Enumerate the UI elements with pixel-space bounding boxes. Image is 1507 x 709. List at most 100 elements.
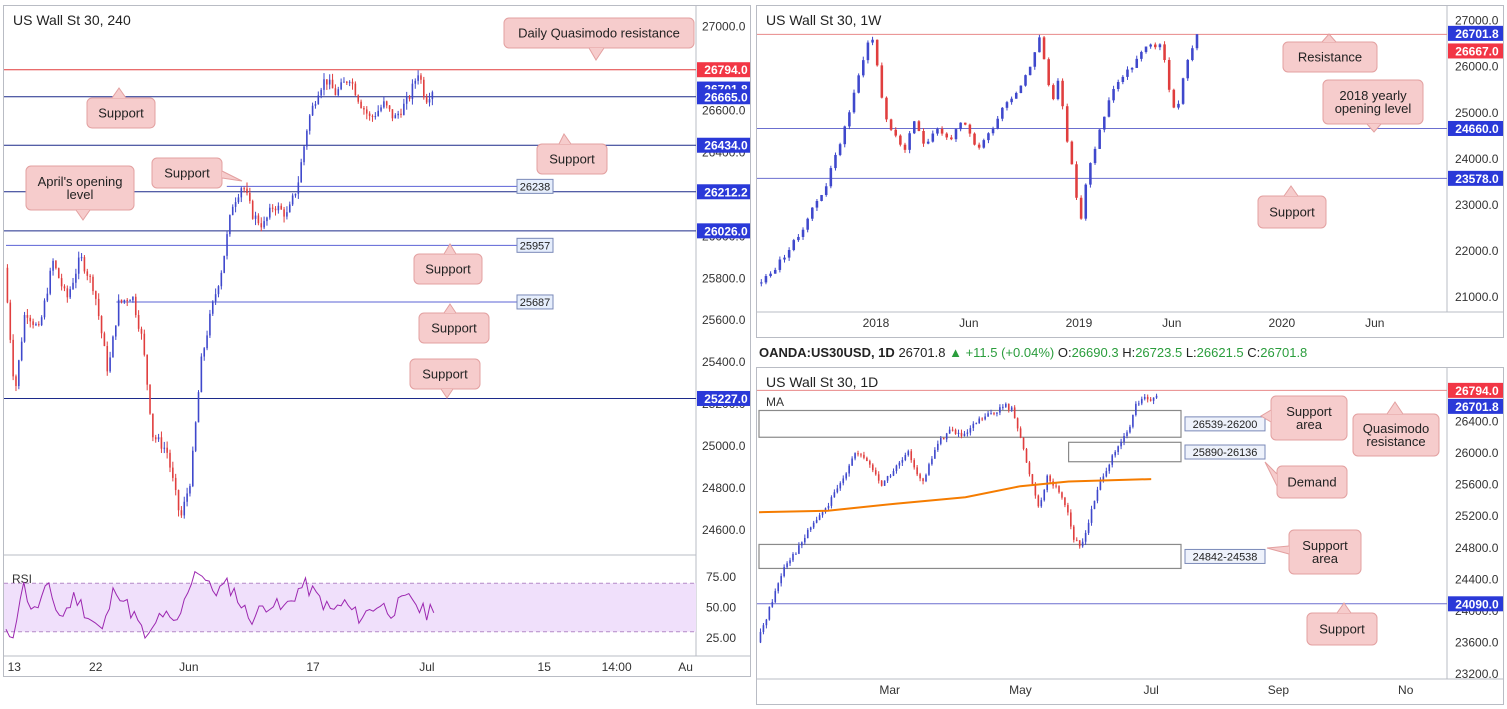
- h4-segment-label: 26238: [520, 181, 551, 193]
- dy-candle: [954, 429, 957, 434]
- h4-price-badge-label: 26665.0: [704, 90, 748, 104]
- wk-candle: [1144, 46, 1148, 52]
- wk-candle: [778, 259, 782, 270]
- dy-candle: [999, 407, 1001, 413]
- h4-candle: [388, 105, 391, 110]
- wk-candle: [1149, 44, 1152, 47]
- h4-y-tick-label: 26600.0: [702, 103, 746, 117]
- h4-candle: [35, 324, 37, 326]
- wk-candle: [787, 249, 791, 258]
- h4-candle: [29, 317, 32, 322]
- h4-candle: [152, 413, 154, 438]
- wk-candle: [950, 137, 953, 140]
- h4-x-tick-label: Au: [678, 660, 693, 674]
- up-triangle-icon: ▲: [949, 345, 962, 360]
- h4-candle: [80, 257, 83, 259]
- h4-candle: [391, 109, 394, 119]
- dy-candle: [913, 460, 915, 468]
- h4-candle: [46, 293, 49, 301]
- dy-candle: [1138, 403, 1140, 405]
- ohlc-open: 26690.3: [1071, 345, 1119, 360]
- h4-candle: [115, 325, 117, 337]
- dy-x-tick-label: Mar: [879, 683, 900, 697]
- h4-chart-svg[interactable]: 24600.024800.025000.025200.025400.025600…: [4, 6, 750, 676]
- dy-x-tick-label: May: [1009, 683, 1032, 697]
- h4-price-badge: [697, 89, 750, 105]
- h4-candle: [63, 286, 66, 289]
- ohlc-symbol: OANDA:US30USD, 1D: [759, 345, 895, 360]
- wk-candle: [1126, 69, 1129, 77]
- dy-candle: [1043, 489, 1046, 501]
- wk-candle: [1163, 44, 1166, 60]
- wk-price-badge-label: 26667.0: [1455, 44, 1499, 58]
- wk-candle: [889, 119, 893, 130]
- h4-candle: [385, 101, 388, 106]
- wk-candle: [1070, 141, 1074, 165]
- dy-candle: [987, 413, 989, 417]
- h4-candle: [334, 88, 337, 96]
- wk-candle: [996, 118, 999, 129]
- dy-x-tick-label: No: [1398, 683, 1414, 697]
- h4-chart-panel: US Wall St 30, 240 24600.0 24800.0 25000.0…: [3, 5, 751, 677]
- h4-candle: [288, 204, 291, 213]
- h4-candle: [157, 437, 160, 440]
- dy-y-tick-label: 25200.0: [1455, 509, 1499, 523]
- h4-candle: [75, 273, 77, 283]
- daily-chart-svg[interactable]: 23200.023600.024000.024400.024800.025200…: [757, 368, 1503, 704]
- wk-candle: [926, 141, 930, 144]
- dy-candle: [919, 474, 921, 479]
- dy-candle: [990, 413, 992, 415]
- callout-daily-quasimodo-resistance-text: Daily Quasimodo resistance: [518, 26, 680, 41]
- weekly-chart-svg[interactable]: 21000.0 22000.0 23000.0 24000.0 25000.0 26000…: [757, 6, 1503, 337]
- wk-candle: [857, 75, 860, 93]
- wk-x-tick-label: 2020: [1269, 316, 1296, 330]
- dy-candle: [1010, 407, 1013, 410]
- h4-candle: [140, 328, 143, 334]
- wk-y-tick-label: 25000.0: [1455, 106, 1499, 120]
- dy-zone-label: 26539-26200: [1193, 419, 1258, 431]
- h4-candle: [172, 467, 174, 478]
- wk-candle: [917, 121, 921, 132]
- dy-candle: [851, 458, 853, 466]
- dy-zone-label-box: [1184, 416, 1266, 432]
- h4-price-badge: [697, 184, 750, 200]
- dy-candle: [818, 515, 821, 520]
- dy-zone-label-box: [1184, 444, 1266, 460]
- h4-candle: [260, 223, 263, 228]
- dy-candle: [774, 591, 777, 603]
- dy-candle: [827, 505, 830, 509]
- wk-candle: [1181, 78, 1185, 104]
- h4-candle: [77, 257, 80, 274]
- h4-candle: [314, 104, 317, 106]
- dy-candle: [765, 619, 768, 626]
- dy-candle: [786, 563, 788, 568]
- callout-2018-yearly-opening-level-text: opening level: [1335, 101, 1412, 116]
- dy-ma-label: MA: [766, 395, 784, 409]
- h4-candle: [60, 278, 63, 287]
- callout-weekly-resistance-text: Resistance: [1298, 50, 1362, 65]
- dy-candle: [960, 432, 963, 436]
- dy-candle: [889, 475, 892, 477]
- dy-candle: [951, 429, 954, 431]
- dy-candle: [1072, 526, 1075, 540]
- h4-candle: [69, 289, 71, 298]
- weekly-chart-panel: US Wall St 30, 1W 21000.0 22000.0 23000.0 2…: [756, 5, 1504, 338]
- dy-candle: [836, 488, 839, 493]
- h4-candle: [52, 260, 54, 271]
- callout-support-e-pointer: [443, 303, 457, 314]
- dy-zone-box: [758, 409, 1182, 438]
- h4-candle: [365, 109, 368, 114]
- h4-candle: [423, 79, 425, 98]
- h4-x-tick-label: Jun: [179, 660, 198, 674]
- dy-candle: [821, 512, 824, 516]
- h4-candle: [326, 79, 328, 85]
- dy-candle: [937, 443, 939, 450]
- callout-support-f-pointer: [440, 388, 454, 399]
- dy-candle: [1016, 418, 1019, 429]
- dy-candle: [1034, 484, 1037, 496]
- h4-x-tick-label: 17: [306, 660, 320, 674]
- callout-demand-pointer: [1264, 461, 1278, 487]
- dy-candle: [1149, 399, 1152, 401]
